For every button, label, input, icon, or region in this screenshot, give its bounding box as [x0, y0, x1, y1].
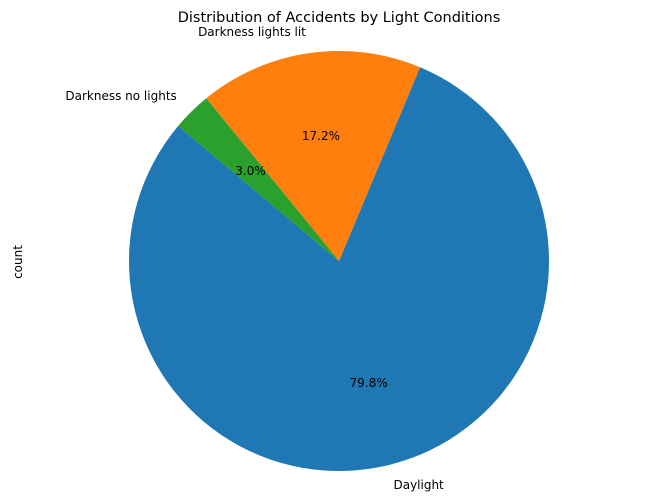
y-axis-label: count	[11, 245, 25, 279]
category-label: Daylight	[393, 478, 444, 492]
pie-labels: Daylight 79.8% Darkness lights lit 17.2% Dar…	[65, 25, 444, 492]
percent-label: 17.2%	[302, 129, 340, 143]
category-label: Darkness lights lit	[198, 25, 306, 39]
chart-title: Distribution of Accidents by Light Condi…	[178, 10, 501, 26]
percent-label: 3.0%	[235, 164, 266, 178]
pie-slice-darkness-lights-lit	[206, 51, 421, 261]
pie-slice-daylight	[128, 67, 549, 472]
percent-label: 79.8%	[350, 376, 388, 390]
pie-slices	[128, 51, 549, 472]
category-label: Darkness no lights	[65, 89, 176, 103]
pie-slice-darkness-no-lights	[178, 98, 339, 261]
